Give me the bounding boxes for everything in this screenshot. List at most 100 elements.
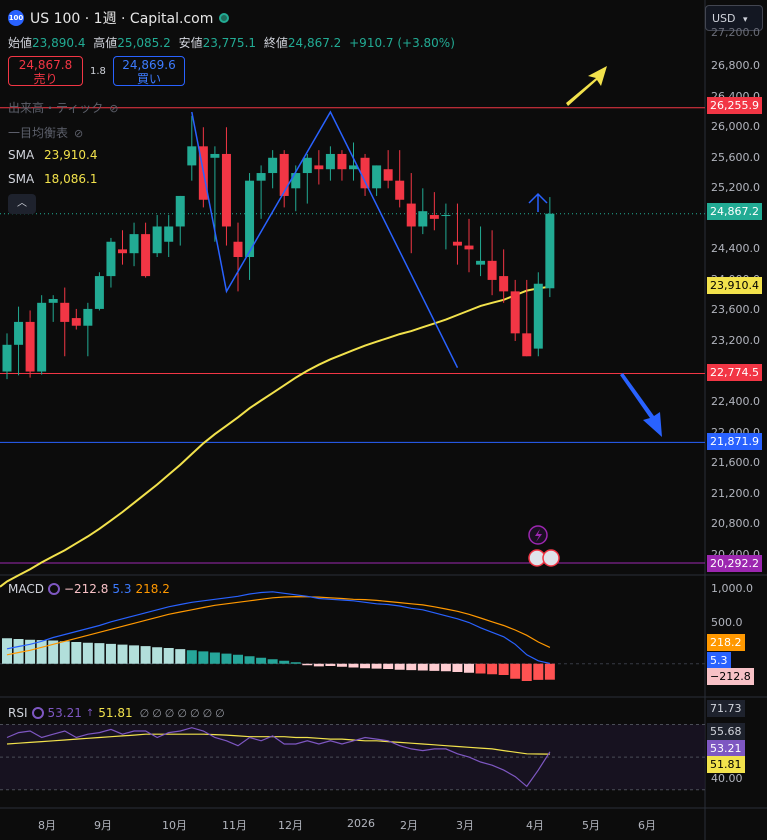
chevron-up-icon: ︿ (17, 198, 27, 209)
candle-body (452, 241, 462, 246)
price-tick-label: 23,600.0 (711, 303, 760, 317)
candle-body (510, 291, 520, 334)
macd-axis-1000: 1,000.0 (711, 582, 753, 595)
rsi-value-tag: 53.21 (707, 740, 745, 757)
macd-histogram-bar (348, 663, 359, 668)
candle-body (418, 211, 428, 227)
currency-label: USD (712, 12, 736, 25)
macd-histogram-bar (510, 663, 521, 679)
price-tick-label: 25,600.0 (711, 150, 760, 164)
time-label: 2月 (400, 819, 418, 832)
price-tick-label: 21,600.0 (711, 456, 760, 470)
candle-body (476, 260, 486, 265)
legend-ichimoku[interactable]: 一目均衡表 ⊘ (8, 124, 83, 141)
macd-histogram-bar (487, 663, 498, 675)
buy-price: 24,869.6 (122, 58, 176, 72)
rsi-upper-tag: 71.73 (707, 700, 745, 717)
rsi-legend[interactable]: RSI 53.21 ↑ 51.81 ∅ ∅ ∅ ∅ ∅ ∅ ∅ (8, 706, 225, 720)
macd-line (6, 591, 551, 664)
macd-histogram-bar (544, 663, 555, 680)
eye-off-icon[interactable]: ⊘ (109, 102, 119, 115)
sma1-label: SMA (8, 148, 35, 162)
candle-body (522, 333, 532, 357)
rsi-axis-40: 40.00 (711, 772, 743, 785)
macd-histogram-bar (394, 663, 405, 670)
time-label: 10月 (162, 819, 187, 832)
macd-histogram-bar (48, 640, 59, 664)
candle-body (106, 241, 116, 277)
macd-hist-value: −212.8 (63, 582, 109, 596)
chevron-down-icon: ▾ (743, 15, 748, 25)
rsi-value: 53.21 (47, 706, 82, 720)
lightning-glyph (535, 529, 542, 542)
macd-histogram-bar (256, 657, 267, 664)
macd-histogram-bar (498, 663, 509, 675)
candle-body (337, 153, 347, 170)
close-label: 終値 (263, 36, 288, 50)
macd-histogram-bar (25, 639, 36, 664)
candle-body (268, 157, 278, 174)
currency-button[interactable]: USD ▾ (705, 5, 763, 31)
legend-sma-2[interactable]: SMA 18,086.1 (8, 172, 97, 186)
legend-sma-1[interactable]: SMA 23,910.4 (8, 148, 97, 162)
macd-histogram-bar (71, 642, 82, 664)
macd-histogram-bar (209, 652, 220, 664)
market-status-icon (219, 13, 230, 23)
candle-body (221, 153, 231, 227)
candle-body (395, 180, 405, 200)
macd-histogram-bar (440, 663, 451, 672)
macd-legend[interactable]: MACD −212.8 5.3 218.2 (8, 582, 170, 596)
sma2-label: SMA (8, 172, 35, 186)
macd-histogram-bar (198, 651, 209, 664)
candle-body (499, 276, 509, 292)
price-tick-label: 20,800.0 (711, 517, 760, 531)
candle-body (406, 203, 416, 227)
collapse-legend-button[interactable]: ︿ (8, 194, 36, 214)
candle-body (25, 321, 35, 372)
eye-off-icon[interactable]: ⊘ (74, 127, 84, 140)
price-tick-label: 23,200.0 (711, 333, 760, 347)
na-mark: ∅ (164, 707, 175, 720)
candle-body (94, 276, 104, 309)
na-mark: ∅ (215, 707, 225, 720)
sma-line (0, 285, 551, 588)
macd-axis-500: 500.0 (711, 616, 743, 629)
buy-label: 買い (136, 72, 161, 86)
change-value: +910.7 (+3.80%) (349, 36, 455, 50)
high-label: 高値 (93, 36, 118, 50)
macd-histogram-bar (221, 653, 232, 664)
buy-button[interactable]: 24,869.6 買い (113, 56, 185, 86)
rsi-arrow: ↑ (85, 707, 95, 719)
candle-body (129, 234, 139, 254)
candle-body (441, 215, 451, 217)
candle-body (141, 234, 151, 277)
candle-body (37, 302, 47, 372)
macd-histogram-bar (267, 659, 278, 664)
macd-label: MACD (8, 582, 44, 596)
legend-volume[interactable]: 出来高・ティック ⊘ (8, 99, 119, 116)
macd-histogram-bar (533, 663, 544, 680)
sma2-value: 18,086.1 (44, 172, 98, 186)
volume-label: 出来高・ティック (8, 101, 104, 115)
candle-body (533, 283, 543, 349)
macd-histogram-bar (152, 647, 163, 664)
macd-histogram-bar (475, 663, 486, 674)
sell-button[interactable]: 24,867.8 売り (8, 56, 83, 86)
candle-body (279, 153, 289, 196)
na-mark: ∅ (189, 707, 200, 720)
candle-body (383, 169, 393, 181)
symbol-header[interactable]: 100 US 100 · 1週 · Capital.com (8, 8, 230, 28)
chart-title[interactable]: US 100 · 1週 · Capital.com (30, 11, 214, 27)
macd-histogram-bar (325, 663, 336, 666)
macd-histogram-bar (94, 643, 105, 664)
rsi-ma-line (6, 733, 550, 755)
macd-line-tag: 5.3 (707, 652, 731, 669)
candle-body (83, 308, 93, 326)
macd-histogram-bar (82, 642, 93, 664)
macd-histogram-bar (336, 663, 347, 667)
macd-histogram-bar (279, 660, 290, 664)
purple-line-price-tag: 20,292.2 (707, 555, 762, 572)
macd-signal-tag: 218.2 (707, 634, 745, 651)
ohlc-readout: 始値23,890.4 高値25,085.2 安値23,775.1 終値24,86… (8, 34, 459, 51)
